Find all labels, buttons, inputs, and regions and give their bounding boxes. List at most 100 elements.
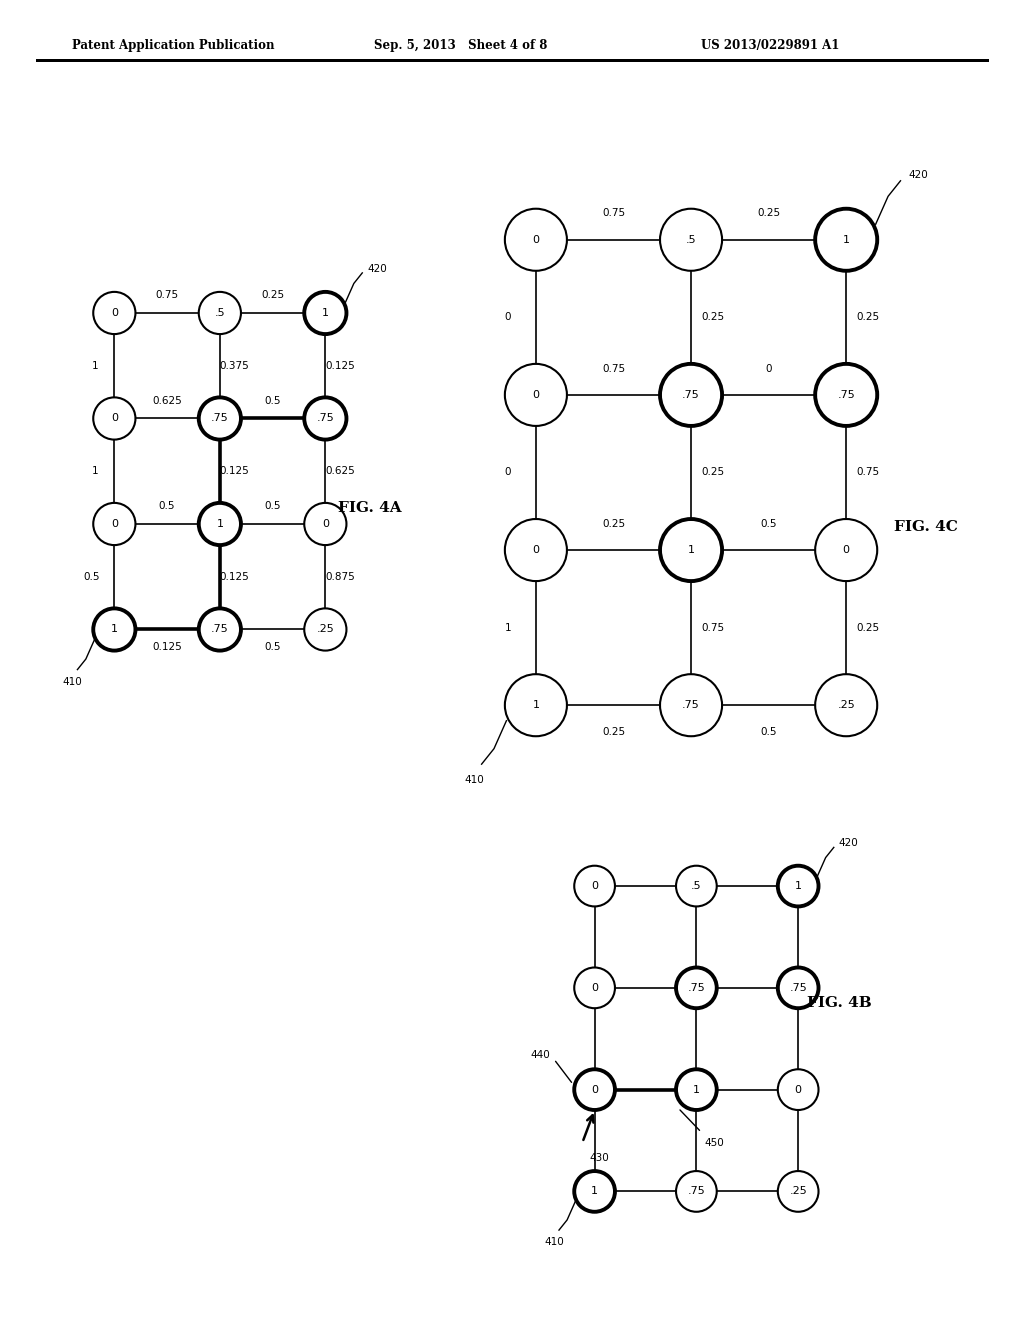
Circle shape [676, 1171, 717, 1212]
Text: 0.5: 0.5 [264, 502, 281, 511]
Text: 410: 410 [544, 1237, 564, 1247]
Text: .75: .75 [838, 389, 855, 400]
Text: 0.25: 0.25 [856, 313, 880, 322]
Text: .75: .75 [682, 389, 700, 400]
Text: 1: 1 [687, 545, 694, 554]
Circle shape [505, 209, 567, 271]
Text: .25: .25 [316, 624, 334, 635]
Text: 1: 1 [216, 519, 223, 529]
Text: 420: 420 [839, 838, 859, 849]
Circle shape [660, 675, 722, 737]
Circle shape [304, 609, 346, 651]
Text: 0: 0 [532, 235, 540, 244]
Circle shape [815, 209, 878, 271]
Text: .25: .25 [838, 700, 855, 710]
Circle shape [199, 503, 241, 545]
Text: 420: 420 [908, 169, 928, 180]
Text: .5: .5 [691, 880, 701, 891]
Circle shape [676, 968, 717, 1008]
Text: US 2013/0229891 A1: US 2013/0229891 A1 [701, 38, 840, 51]
Text: 0.125: 0.125 [220, 572, 250, 582]
Text: Sep. 5, 2013   Sheet 4 of 8: Sep. 5, 2013 Sheet 4 of 8 [374, 38, 547, 51]
Text: 0: 0 [505, 313, 511, 322]
Circle shape [676, 866, 717, 907]
Text: 0.5: 0.5 [159, 502, 175, 511]
Text: 0.25: 0.25 [261, 290, 285, 300]
Text: 0.75: 0.75 [602, 363, 625, 374]
Text: 0.625: 0.625 [326, 466, 355, 477]
Text: 0.875: 0.875 [326, 572, 355, 582]
Circle shape [660, 519, 722, 581]
Text: .25: .25 [790, 1187, 807, 1196]
Text: 0: 0 [532, 545, 540, 554]
Text: 1: 1 [843, 235, 850, 244]
Text: 0.5: 0.5 [264, 396, 281, 405]
Text: .75: .75 [211, 413, 228, 424]
Text: 0.75: 0.75 [602, 209, 625, 218]
Text: 0.5: 0.5 [264, 643, 281, 652]
Text: 0: 0 [322, 519, 329, 529]
Text: .75: .75 [687, 1187, 706, 1196]
Circle shape [778, 866, 818, 907]
Circle shape [93, 397, 135, 440]
Circle shape [815, 519, 878, 581]
Text: 0.5: 0.5 [761, 726, 777, 737]
Text: 0: 0 [591, 1085, 598, 1094]
Text: Patent Application Publication: Patent Application Publication [72, 38, 274, 51]
Circle shape [676, 1069, 717, 1110]
Text: 1: 1 [795, 880, 802, 891]
Text: 420: 420 [368, 264, 387, 273]
Text: .5: .5 [215, 308, 225, 318]
Text: 410: 410 [464, 775, 483, 785]
Circle shape [304, 397, 346, 440]
Text: 1: 1 [591, 1187, 598, 1196]
Circle shape [304, 292, 346, 334]
Text: 0.25: 0.25 [602, 519, 625, 529]
Text: 0.5: 0.5 [83, 572, 99, 582]
Text: 0.125: 0.125 [326, 360, 355, 371]
Circle shape [778, 968, 818, 1008]
Text: 0: 0 [111, 413, 118, 424]
Text: 0.75: 0.75 [156, 290, 178, 300]
Text: FIG. 4A: FIG. 4A [338, 502, 401, 515]
Circle shape [660, 364, 722, 426]
Text: 0.5: 0.5 [761, 519, 777, 529]
Circle shape [574, 866, 615, 907]
Circle shape [199, 397, 241, 440]
Circle shape [304, 503, 346, 545]
Circle shape [505, 675, 567, 737]
Text: .75: .75 [687, 983, 706, 993]
Text: 0.25: 0.25 [757, 209, 780, 218]
Text: 1: 1 [505, 623, 511, 632]
Text: .75: .75 [682, 700, 700, 710]
Text: 1: 1 [322, 308, 329, 318]
Text: FIG. 4C: FIG. 4C [894, 520, 957, 533]
Text: 0: 0 [111, 308, 118, 318]
Text: 0: 0 [843, 545, 850, 554]
Circle shape [199, 292, 241, 334]
Circle shape [815, 364, 878, 426]
Text: 0: 0 [765, 363, 772, 374]
Circle shape [505, 519, 567, 581]
Text: 0: 0 [111, 519, 118, 529]
Circle shape [574, 968, 615, 1008]
Text: 0.25: 0.25 [602, 726, 625, 737]
Text: 0.25: 0.25 [701, 313, 724, 322]
Text: 0.375: 0.375 [220, 360, 250, 371]
Text: 450: 450 [705, 1138, 724, 1148]
Circle shape [93, 292, 135, 334]
Text: .75: .75 [790, 983, 807, 993]
Text: 1: 1 [532, 700, 540, 710]
Text: 0.125: 0.125 [153, 643, 182, 652]
Text: 0.25: 0.25 [856, 623, 880, 632]
Text: 0.75: 0.75 [856, 467, 880, 478]
Text: .75: .75 [211, 624, 228, 635]
Circle shape [815, 675, 878, 737]
Circle shape [778, 1171, 818, 1212]
Text: 0: 0 [591, 880, 598, 891]
Text: .75: .75 [316, 413, 334, 424]
Circle shape [574, 1069, 615, 1110]
Text: 410: 410 [62, 677, 82, 686]
Circle shape [778, 1069, 818, 1110]
Text: 0.25: 0.25 [701, 467, 724, 478]
